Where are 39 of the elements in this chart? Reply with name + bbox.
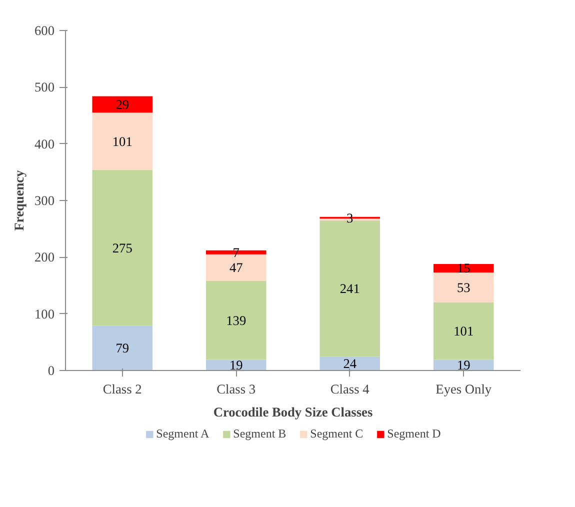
bar: [433, 302, 494, 360]
data-label: 53: [456, 280, 471, 295]
data-label: 241: [340, 281, 360, 296]
data-label: 47: [229, 260, 244, 276]
data-label: 101: [454, 324, 474, 339]
bar: [433, 272, 494, 302]
data-label: 15: [456, 260, 471, 276]
bar: [92, 112, 153, 170]
bar: [206, 360, 266, 370]
data-label: 29: [116, 96, 130, 112]
y-tick-label: 600: [34, 23, 55, 38]
y-tick-label: 200: [34, 250, 55, 265]
bar: [92, 326, 153, 370]
bar: [206, 280, 266, 360]
legend-label: Segment D: [387, 426, 441, 442]
data-label: 19: [229, 358, 244, 373]
x-tick-label: Eyes Only: [436, 382, 492, 396]
y-tick-label: 100: [34, 306, 55, 322]
bar: [92, 170, 153, 326]
bar: [433, 264, 494, 272]
y-axis-title: Frequency: [12, 170, 27, 231]
y-tick-label: 300: [34, 193, 55, 208]
bar: [92, 96, 153, 113]
data-label: 275: [112, 240, 133, 256]
x-tick-label: Class 2: [102, 382, 142, 396]
legend-label: Segment B: [233, 426, 286, 442]
data-label: 19: [456, 358, 471, 373]
data-label: 101: [112, 134, 132, 149]
legend-label: Segment C: [310, 426, 364, 442]
x-axis-title: Crocodile Body Size Classes: [213, 404, 373, 420]
y-tick-label: 400: [34, 136, 55, 152]
data-label: 79: [116, 340, 130, 356]
data-label: 139: [226, 312, 246, 328]
x-tick-label: Class 4: [330, 382, 370, 396]
y-tick-label: 0: [48, 363, 55, 378]
x-tick-label: Class 3: [216, 382, 256, 396]
legend-label: Segment A: [156, 426, 210, 442]
data-label: 24: [343, 356, 357, 372]
y-tick-label: 500: [34, 80, 55, 95]
